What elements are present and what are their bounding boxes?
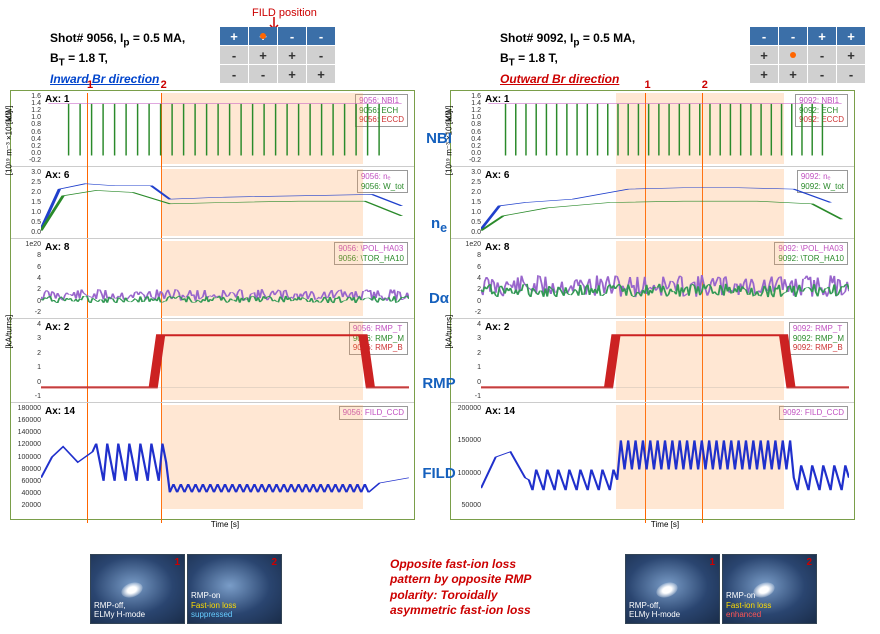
polarity-cell: + [837, 27, 865, 45]
left-rmp-chart: Ax: 29056: RMP_T9056: RMP_M9056: RMP_B43… [11, 319, 414, 403]
nbi-trace-svg [41, 93, 409, 164]
fild-position-label: FILD position [252, 7, 317, 19]
y-axis: 1800001600001400001200001000008000060000… [13, 403, 41, 511]
x-axis-label: Time [s] [41, 520, 409, 529]
channel-label-n: ne [418, 215, 460, 235]
polarity-cell: + [750, 65, 778, 83]
y-axis: 1e2086420-2 [13, 239, 41, 318]
left-polarity-grid: ++---++---++ [220, 27, 335, 83]
da-trace-svg [41, 241, 409, 316]
polarity-cell: - [307, 27, 335, 45]
polarity-cell: + [278, 65, 306, 83]
time-marker-label: 2 [161, 79, 167, 91]
polarity-cell: - [307, 46, 335, 64]
plot-area [41, 169, 409, 236]
rmp-trace-svg [481, 321, 849, 400]
time-marker-label: 1 [87, 79, 93, 91]
y-unit: [10¹⁹ m⁻³ ×10⁵ kJ] [5, 110, 14, 175]
polarity-cell: + [837, 46, 865, 64]
channel-label-nbi: NBI [418, 130, 460, 147]
left-nbi-chart: Ax: 19056: NBI19056: ECH9056: ECCD1.61.4… [11, 91, 414, 167]
left-charts: Ax: 19056: NBI19056: ECH9056: ECCD1.61.4… [10, 90, 415, 520]
left-ne-chart: Ax: 69056: nₑ9056: W_tot3.02.52.01.51.00… [11, 167, 414, 239]
y-axis: 1.61.41.21.00.80.60.40.20.0-0.2 [453, 91, 481, 166]
polarity-cell: + [220, 27, 248, 45]
left-thumb-2: 2RMP-onFast-ion losssuppressed [187, 554, 282, 624]
polarity-cell: - [220, 65, 248, 83]
left-br-direction: Inward Br direction [50, 72, 159, 86]
plot-area [481, 321, 849, 400]
channel-label-dα: Dα [418, 290, 460, 307]
time-marker-label: 2 [702, 79, 708, 91]
y-unit: [kA/turns] [5, 314, 14, 348]
right-nbi-chart: Ax: 19092: NBI19092: ECH9092: ECCD1.61.4… [451, 91, 854, 167]
right-polarity-grid: --+++--+++-- [750, 27, 865, 83]
polarity-cell: - [837, 65, 865, 83]
plot-area [481, 169, 849, 236]
plot-area: 12 [481, 93, 849, 164]
nbi-trace-svg [481, 93, 849, 164]
right-thumb-2: 2RMP-onFast-ion lossenhanced [722, 554, 817, 624]
fild-dot-icon [260, 33, 266, 39]
right-shot-info: Shot# 9092, Ip = 0.5 MA, BT = 1.8 T, Out… [500, 30, 635, 88]
channel-label-fild: FILD [418, 465, 460, 482]
polarity-cell: + [278, 46, 306, 64]
left-header: FILD position Shot# 9056, Ip = 0.5 MA, B… [10, 5, 440, 90]
y-axis: 43210-1 [13, 319, 41, 402]
left-da-chart: Ax: 89056: \POL_HA039056: \TOR_HA101e208… [11, 239, 414, 319]
plot-area [481, 405, 849, 509]
time-marker-label: 1 [645, 79, 651, 91]
polarity-cell: - [249, 65, 277, 83]
plot-area: 12 [41, 93, 409, 164]
fild-dot-icon [790, 52, 796, 58]
left-fild-chart: Ax: 149056: FILD_CCD18000016000014000012… [11, 403, 414, 511]
right-charts: Ax: 19092: NBI19092: ECH9092: ECCD1.61.4… [450, 90, 855, 520]
right-header: Shot# 9092, Ip = 0.5 MA, BT = 1.8 T, Out… [450, 5, 880, 90]
y-axis: 1.61.41.21.00.80.60.40.20.0-0.2 [13, 91, 41, 166]
left-column: FILD position Shot# 9056, Ip = 0.5 MA, B… [10, 5, 440, 520]
left-thumbs: 1RMP-off,ELMy H-mode2RMP-onFast-ion loss… [90, 554, 284, 624]
x-axis-label: Time [s] [481, 520, 849, 529]
polarity-cell: + [779, 65, 807, 83]
right-column: Shot# 9092, Ip = 0.5 MA, BT = 1.8 T, Out… [450, 5, 880, 520]
right-thumb-1: 1RMP-off,ELMy H-mode [625, 554, 720, 624]
y-unit: [kA/turns] [445, 314, 454, 348]
polarity-cell: + [750, 46, 778, 64]
right-br-direction: Outward Br direction [500, 72, 619, 86]
polarity-cell: + [249, 46, 277, 64]
y-axis: 20000015000010000050000 [453, 403, 481, 511]
fild-trace-svg [481, 405, 849, 509]
polarity-cell: - [220, 46, 248, 64]
polarity-cell: - [808, 65, 836, 83]
plot-area [41, 321, 409, 400]
channel-label-rmp: RMP [418, 375, 460, 392]
ne-trace-svg [41, 169, 409, 236]
center-conclusion-text: Opposite fast-ion loss pattern by opposi… [390, 557, 550, 619]
polarity-cell: - [779, 27, 807, 45]
polarity-cell: - [750, 27, 778, 45]
ne-trace-svg [481, 169, 849, 236]
polarity-cell: - [808, 46, 836, 64]
left-thumb-1: 1RMP-off,ELMy H-mode [90, 554, 185, 624]
rmp-trace-svg [41, 321, 409, 400]
right-fild-chart: Ax: 149092: FILD_CCD20000015000010000050… [451, 403, 854, 511]
plot-area [41, 241, 409, 316]
right-rmp-chart: Ax: 29092: RMP_T9092: RMP_M9092: RMP_B43… [451, 319, 854, 403]
right-ne-chart: Ax: 69092: nₑ9092: W_tot3.02.52.01.51.00… [451, 167, 854, 239]
polarity-cell: - [278, 27, 306, 45]
fild-trace-svg [41, 405, 409, 509]
right-da-chart: Ax: 89092: \POL_HA039092: \TOR_HA101e208… [451, 239, 854, 319]
da-trace-svg [481, 241, 849, 316]
right-thumbs: 1RMP-off,ELMy H-mode2RMP-onFast-ion loss… [625, 554, 819, 624]
polarity-cell: + [808, 27, 836, 45]
plot-area [41, 405, 409, 509]
polarity-cell: + [307, 65, 335, 83]
y-axis: 3.02.52.01.51.00.50.0 [13, 167, 41, 238]
plot-area [481, 241, 849, 316]
